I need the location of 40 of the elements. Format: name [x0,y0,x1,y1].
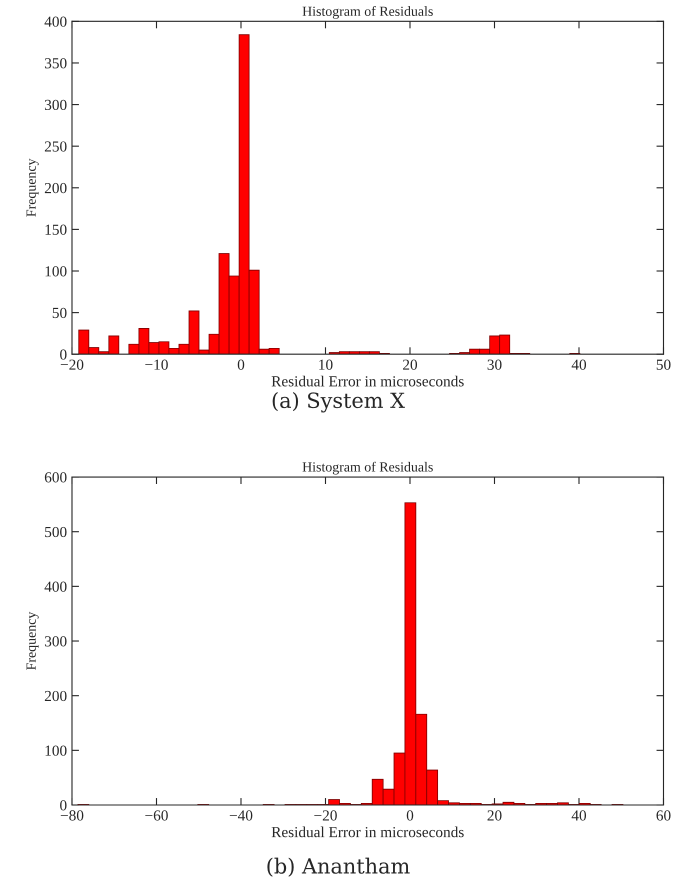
x-tick-label: 30 [488,360,502,370]
y-axis-title: Frequency [26,612,39,670]
x-tick-label: 50 [656,360,671,370]
y-tick-label: 0 [60,349,67,360]
chart-title: Histogram of Residuals [302,6,433,19]
y-tick-label: 600 [44,472,67,482]
y-tick-label: 0 [60,800,67,810]
x-tick-label: 0 [406,810,414,821]
y-tick-label: 100 [46,745,67,756]
y-tick-label: 200 [44,690,67,702]
x-tick-label: 40 [572,810,586,821]
y-tick-label: 400 [44,582,67,592]
x-tick-label: −80 [60,810,84,821]
x-tick-label: 40 [572,360,586,370]
x-tick-label: −20 [314,810,337,821]
chart-title: Histogram of Residuals [302,462,433,474]
x-tick-label: 20 [488,810,502,821]
y-tick-label: 250 [44,141,67,152]
x-tick-label: 0 [238,360,244,370]
y-tick-label: 300 [44,636,67,646]
y-tick-label: 300 [44,100,67,110]
x-tick-label: −10 [145,360,168,370]
text: (b) Anantham [267,858,410,877]
x-tick-label: 10 [319,360,333,370]
y-axis-title: Frequency [26,158,39,217]
y-tick-label: 150 [46,224,67,235]
y-tick-label: 100 [46,266,67,276]
x-axis-title: Residual Error in microseconds [272,376,464,386]
text: (a) System X [272,392,405,413]
x-tick-label: 60 [656,810,671,821]
y-tick-label: 200 [44,182,67,194]
y-tick-label: 400 [44,16,67,27]
x-axis-title: Residual Error in microseconds [272,826,464,838]
y-tick-label: 50 [52,308,67,318]
x-tick-label: −20 [60,360,84,370]
x-tick-label: 20 [403,360,418,370]
y-tick-label: 350 [44,58,67,68]
x-tick-label: −40 [230,810,252,821]
x-tick-label: −60 [145,810,168,821]
y-tick-label: 500 [45,526,67,538]
